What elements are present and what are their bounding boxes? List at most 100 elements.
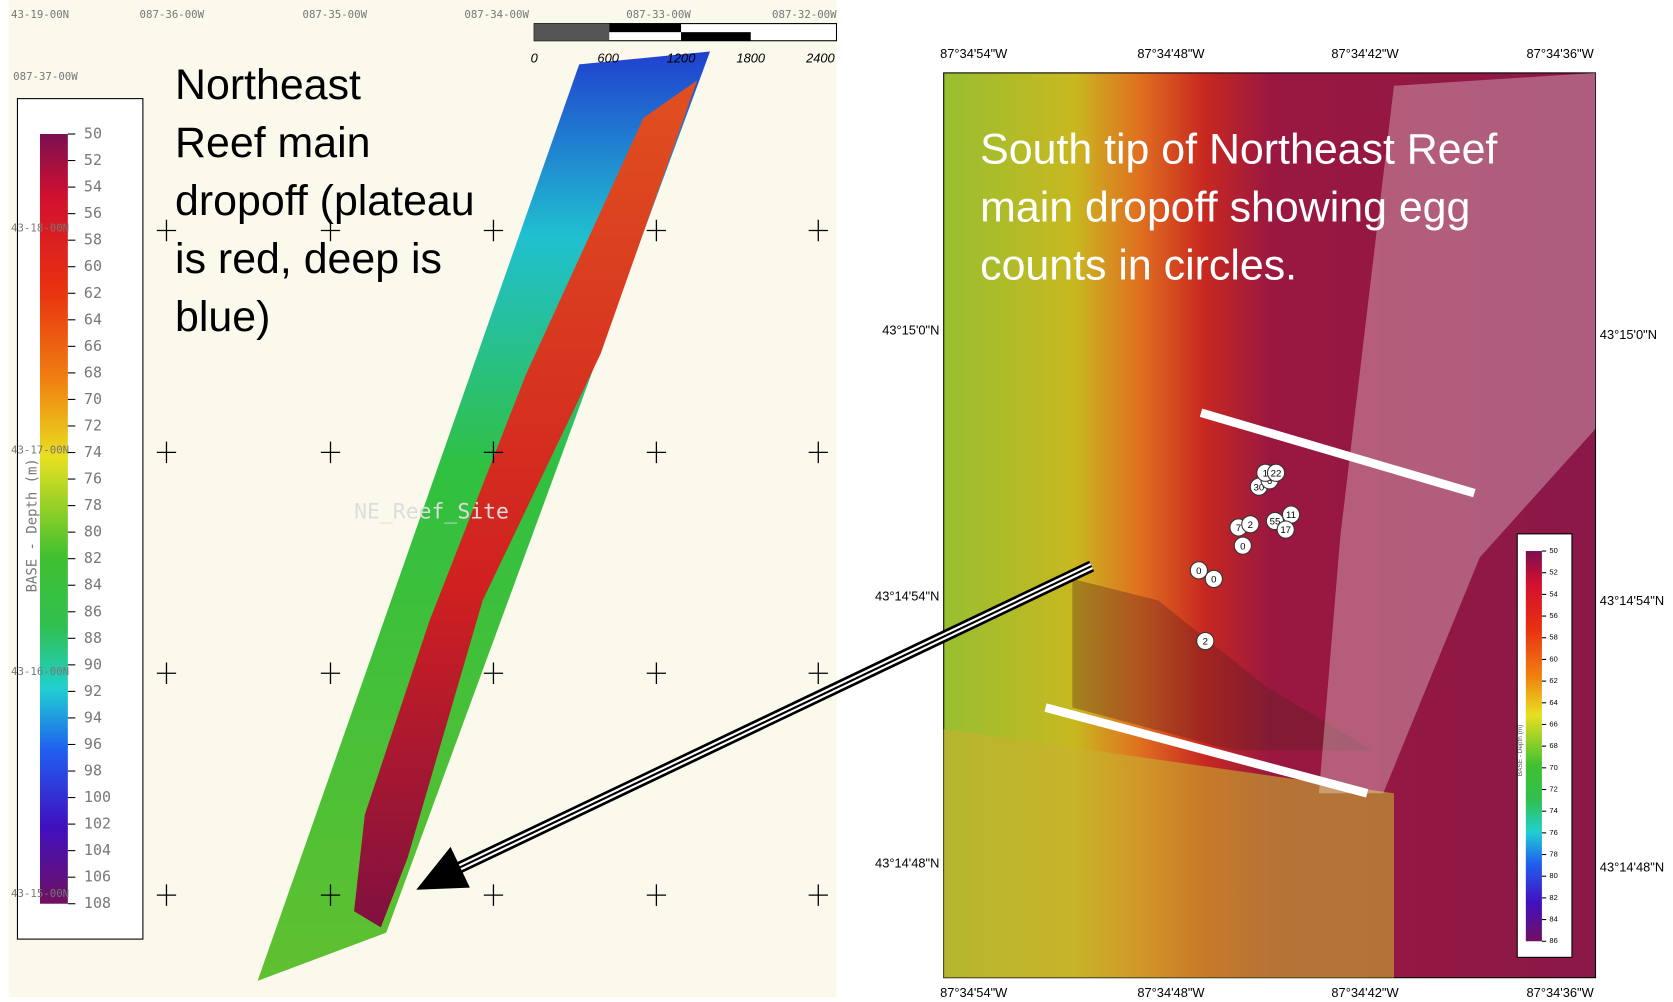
left-colorbar [40,134,68,904]
lon-label: 087-34-00W [464,8,529,21]
corner-label: 43-19-00N [11,8,69,21]
lat-label: 43°14'48"N [875,855,939,870]
annotation: counts in circles. [980,241,1297,289]
colorbar-tick-label: 78 [84,496,102,514]
lon-label: 087-33-00W [626,8,691,21]
colorbar-tick-label: 98 [84,762,102,780]
annotation: is red, deep is [175,235,442,283]
scale-label: 0 [531,50,539,65]
colorbar-tick-label: 72 [1549,784,1557,793]
colorbar-tick-label: 104 [84,841,111,859]
colorbar-tick-label: 50 [1549,546,1557,555]
colorbar-tick-label: 52 [1549,568,1557,577]
scale-label: 600 [597,50,619,65]
colorbar-tick-label: 106 [84,868,111,886]
lon-label: 87°34'36"W [1527,985,1595,997]
corner-label: 087-37-00W [13,70,78,83]
lat-label: 43-17-00N [11,443,69,456]
colorbar-tick-label: 60 [1549,654,1557,663]
colorbar-tick-label: 76 [1549,828,1557,837]
colorbar-tick-label: 66 [84,337,102,355]
colorbar-tick-label: 74 [1549,806,1557,815]
lat-label: 43-15-00N [11,887,69,900]
egg-count: 2 [1248,520,1253,531]
colorbar-tick-label: 96 [84,735,102,753]
lat-label: 43°15'0"N [1600,327,1657,342]
lon-label: 87°34'54"W [940,985,1008,997]
egg-count: 22 [1271,468,1282,479]
colorbar-tick-label: 78 [1549,850,1557,859]
colorbar-tick-label: 86 [84,602,102,620]
egg-count: 0 [1240,541,1245,552]
egg-count: 0 [1196,566,1201,577]
annotation: Northeast [175,61,361,109]
colorbar-tick-label: 66 [1549,719,1557,728]
colorbar-tick-label: 108 [84,894,111,912]
colorbar-label: BASE - Depth (m) [1517,725,1524,776]
lon-label: 087-35-00W [303,8,368,21]
colorbar-tick-label: 80 [1549,871,1557,880]
lat-label: 43°15'0"N [882,323,939,338]
colorbar-tick-label: 54 [84,178,102,196]
colorbar-tick-label: 82 [84,549,102,567]
colorbar-tick-label: 102 [84,815,111,833]
egg-count: 17 [1280,525,1291,536]
annotation: South tip of Northeast Reef [980,126,1497,174]
lat-label: 43°14'48"N [1600,860,1664,875]
colorbar-tick-label: 72 [84,416,102,434]
colorbar-tick-label: 70 [1549,763,1557,772]
scale-label: 1800 [736,50,765,65]
scale-bar [534,24,836,41]
colorbar-tick-label: 94 [84,708,102,726]
colorbar-tick-label: 88 [84,629,102,647]
colorbar-tick-label: 62 [84,284,102,302]
lon-label: 87°34'48"W [1137,46,1205,61]
colorbar-tick-label: 58 [84,231,102,249]
colorbar-tick-label: 68 [84,363,102,381]
colorbar-tick-label: 82 [1549,893,1557,902]
colorbar-tick-label: 62 [1549,676,1557,685]
scale-label: 2400 [805,50,835,65]
colorbar-tick-label: 52 [84,151,102,169]
annotation: dropoff (plateau [175,177,475,225]
colorbar-tick-label: 54 [1549,589,1557,598]
lat-label: 43-16-00N [11,665,69,678]
colorbar-tick-label: 68 [1549,741,1557,750]
annotation: blue) [175,293,270,341]
colorbar-tick-label: 58 [1549,633,1557,642]
lat-label: 43-18-00N [11,221,69,234]
lon-label: 087-36-00W [140,8,205,21]
lon-label: 087-32-00W [772,8,837,21]
colorbar-tick-label: 84 [84,576,102,594]
colorbar-tick-label: 86 [1549,936,1557,945]
lon-label: 87°34'54"W [940,46,1008,61]
page: BASE - Depth (m) NE_Reef_Site BASE - Dep… [0,0,1673,997]
colorbar-tick-label: 64 [84,310,102,328]
colorbar-tick-label: 76 [84,470,102,488]
annotation: Reef main [175,119,370,167]
egg-count: 0 [1211,575,1216,586]
colorbar-tick-label: 74 [84,443,102,461]
lon-label: 87°34'42"W [1331,46,1399,61]
scale-label: 1200 [667,50,696,65]
colorbar-label: BASE - Depth (m) [24,458,40,592]
colorbar-tick-label: 56 [1549,611,1557,620]
lat-label: 43°14'54"N [1600,593,1664,608]
right-colorbar [1526,551,1542,941]
lon-label: 87°34'42"W [1331,985,1399,997]
colorbar-tick-label: 70 [84,390,102,408]
colorbar-tick-label: 84 [1549,915,1557,924]
colorbar-tick-label: 56 [84,204,102,222]
colorbar-tick-label: 100 [84,788,111,806]
egg-count: 7 [1236,523,1241,534]
colorbar-tick-label: 64 [1549,698,1557,707]
lon-label: 87°34'48"W [1137,985,1205,997]
watermark: NE_Reef_Site [354,499,509,524]
colorbar-tick-label: 92 [84,682,102,700]
colorbar-tick-label: 80 [84,523,102,541]
colorbar-tick-label: 90 [84,655,102,673]
egg-count: 11 [1286,510,1296,521]
colorbar-tick-label: 50 [84,125,102,143]
colorbar-tick-label: 60 [84,257,102,275]
egg-count: 2 [1203,637,1208,648]
